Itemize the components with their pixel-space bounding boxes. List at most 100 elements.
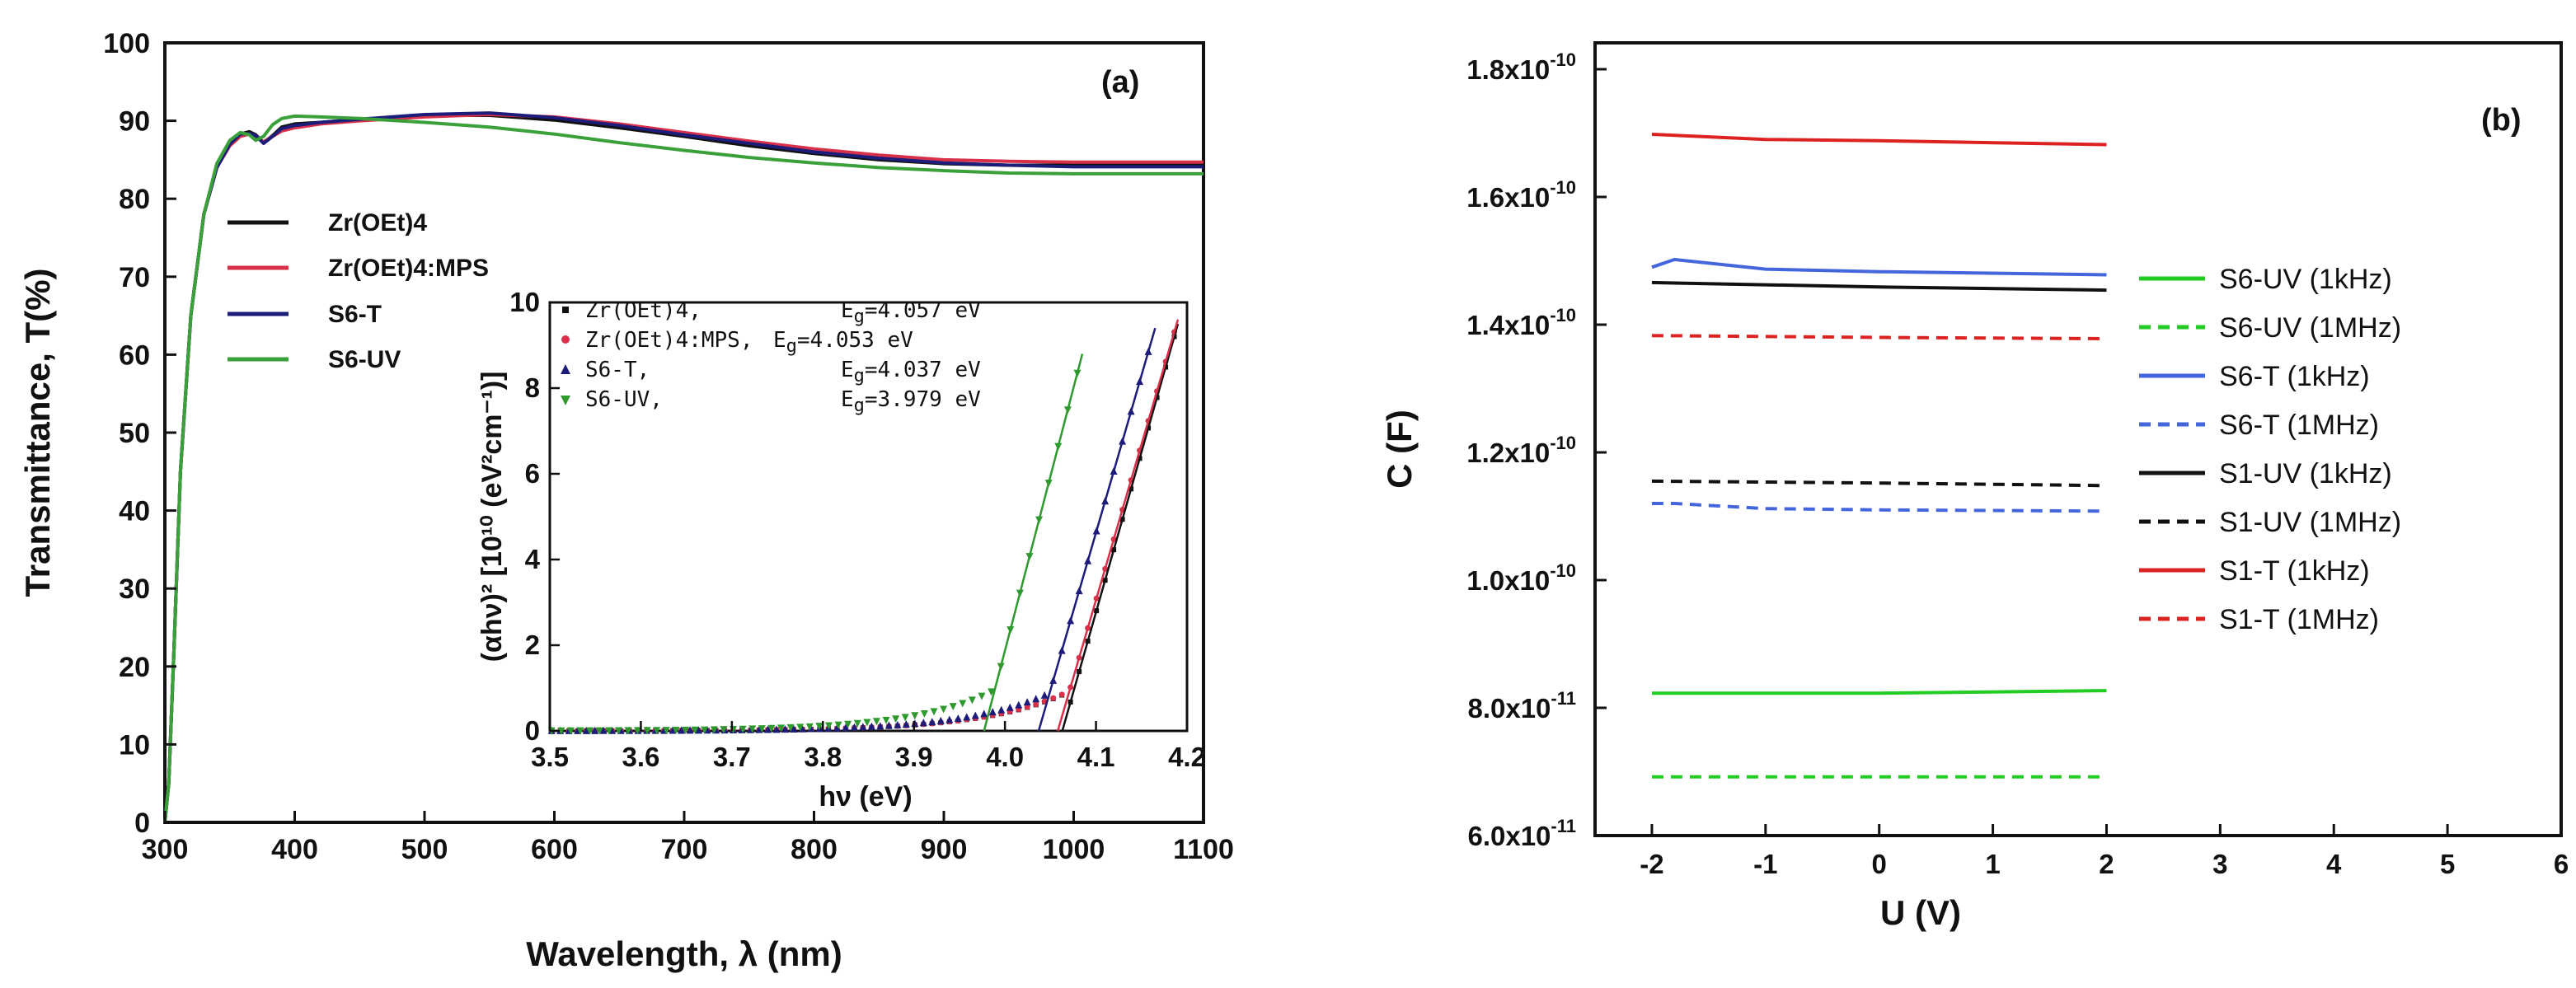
inset-point-s6-uv: [863, 719, 871, 727]
inset-x-tick-label: 3.8: [804, 742, 842, 772]
inset-legend-eg-zr-oet4-mps: Eg=4.053 eV: [773, 328, 913, 357]
y-tick-label: 1.2x10-10: [1466, 433, 1576, 468]
series-line-s6-t-1khz: [1651, 257, 2107, 277]
inset-fit-line-zr-oet-4-mps: [1056, 319, 1180, 732]
inset-point-s6-uv: [844, 720, 852, 728]
x-tick-label: 5: [2440, 849, 2455, 879]
inset-point-s6-t: [919, 719, 927, 727]
inset-x-tick-label: 3.6: [622, 742, 659, 772]
y-tick-label: 1.0x10-10: [1466, 560, 1576, 596]
inset-point-s6-t: [1015, 700, 1023, 709]
inset-point-s6-uv: [566, 727, 575, 735]
inset-point-s6-uv: [882, 716, 890, 724]
inset-point-s6-t: [859, 723, 867, 731]
y-tick-exponent: -11: [1551, 816, 1576, 836]
y-tick-exponent: -10: [1550, 305, 1576, 325]
inset-point-s6-uv: [968, 696, 976, 705]
eg-subscript: g: [786, 336, 797, 357]
legend-label-s1-t-1mhz: S1-T (1MHz): [2219, 604, 2379, 635]
x-tick-label: 3: [2212, 849, 2227, 879]
x-tick-label: 600: [531, 834, 578, 865]
y-tick-label: 1.6x10-10: [1466, 177, 1576, 213]
inset-point-s6-uv: [614, 727, 622, 735]
inset-x-tick-label: 4.2: [1168, 742, 1206, 772]
panel-a-series-group: [163, 111, 1204, 823]
x-tick-label: 1000: [1043, 834, 1105, 865]
inset-point-s6-t: [980, 709, 988, 718]
y-tick-mantissa: 1.4x10: [1466, 310, 1550, 340]
x-tick-label: 2: [2099, 849, 2114, 879]
inset-point-s6-uv: [595, 727, 603, 735]
y-tick-exponent: -10: [1550, 49, 1576, 70]
eg-symbol: E: [773, 328, 786, 353]
inset-x-tick-label: 4.1: [1077, 742, 1115, 772]
inset-plot-frame: [548, 301, 1189, 733]
legend-label-s1-uv-1mhz: S1-UV (1MHz): [2219, 507, 2401, 538]
inset-point-s6-uv: [777, 724, 785, 733]
inset-point-s6-t: [755, 725, 763, 733]
y-tick-label: 10: [119, 729, 150, 761]
eg-symbol: E: [841, 298, 854, 323]
inset-point-s6-uv: [920, 709, 928, 718]
inset-x-axis-title: hν (eV): [819, 781, 912, 812]
inset-point-s6-t: [798, 724, 806, 733]
inset-y-tick-label: 2: [525, 630, 540, 660]
inset-legend-marker-triangle-up: [561, 364, 570, 374]
inset-point-s6-uv: [901, 714, 909, 722]
x-tick-label: 700: [661, 834, 708, 865]
y-tick-mantissa: 1.2x10: [1466, 438, 1550, 468]
inset-point-s6-uv: [720, 726, 728, 734]
inset-point-s6-uv: [682, 726, 690, 734]
x-tick-label: -1: [1753, 849, 1777, 879]
eg-value: =3.979 eV: [865, 387, 981, 412]
inset-point-s6-t: [850, 723, 858, 731]
inset-point-s6-uv: [672, 726, 680, 734]
inset-point-s6-t: [678, 726, 686, 734]
inset-point-s6-t: [842, 723, 850, 732]
x-tick-label: 6: [2554, 849, 2569, 879]
y-tick-label: 6.0x10-11: [1467, 816, 1576, 851]
inset-y-tick-label: 10: [509, 287, 540, 317]
panel-a-inset: 3.5 3.6 3.7 3.8 3.9 4.0 4.1 4.2 0 2 4 6 8 10 hν (eV)…: [476, 287, 1206, 812]
panel-b-series-group: [1651, 133, 2107, 779]
inset-point-s6-uv: [758, 725, 766, 733]
inset-point-s6-t: [945, 715, 954, 723]
inset-point-s6-uv: [605, 727, 613, 735]
inset-point-s6-uv: [739, 725, 747, 733]
eg-value: =4.057 eV: [865, 298, 981, 323]
series-line-s6-uv-1khz: [1651, 689, 2107, 695]
y-tick-label: 70: [119, 262, 150, 293]
inset-point-s6-t: [988, 708, 997, 716]
panel-b-plot-frame: [1593, 41, 2563, 837]
inset-point-s6-uv: [959, 700, 967, 708]
legend-label-s6-uv-1khz: S6-UV (1kHz): [2219, 264, 2392, 295]
panel-a-label: (a): [1101, 65, 1139, 100]
inset-point-s6-t: [790, 724, 798, 733]
inset-x-tick-label: 3.5: [531, 742, 569, 772]
inset-point-s6-t: [599, 726, 608, 734]
inset-point-zr-oet-4-mps: [1033, 701, 1039, 708]
inset-point-s6-uv: [710, 726, 718, 734]
inset-x-ticks: 3.5 3.6 3.7 3.8 3.9 4.0 4.1 4.2: [531, 721, 1206, 772]
inset-point-s6-uv: [634, 727, 642, 735]
y-tick-label: 8.0x10-11: [1467, 688, 1576, 723]
x-tick-label: 1100: [1173, 834, 1234, 865]
inset-legend-eg-zr-oet4: Eg=4.057 eV: [841, 298, 981, 327]
inset-legend-label-s6-t: S6-T,: [585, 358, 650, 382]
y-tick-mantissa: 6.0x10: [1467, 821, 1551, 851]
eg-symbol: E: [841, 358, 854, 382]
x-tick-label: 0: [1872, 849, 1887, 879]
panel-b-y-axis-title: C (F): [1380, 410, 1419, 489]
y-tick-label: 90: [119, 106, 150, 138]
inset-x-tick-label: 3.7: [713, 742, 751, 772]
eg-subscript: g: [854, 366, 865, 386]
inset-point-s6-t: [876, 722, 884, 730]
inset-legend-label-zr-oet4: Zr(OEt)4,: [585, 298, 701, 323]
inset-point-s6-t: [772, 725, 781, 733]
x-tick-label: 4: [2326, 849, 2342, 879]
inset-point-s6-uv: [930, 708, 938, 716]
inset-point-s6-uv: [988, 688, 996, 696]
panel-b-x-axis-title: U (V): [1880, 893, 1961, 932]
inset-y-ticks: 0 2 4 6 8 10: [509, 287, 560, 746]
legend-label-zr-oet4: Zr(OEt)4: [328, 209, 427, 236]
